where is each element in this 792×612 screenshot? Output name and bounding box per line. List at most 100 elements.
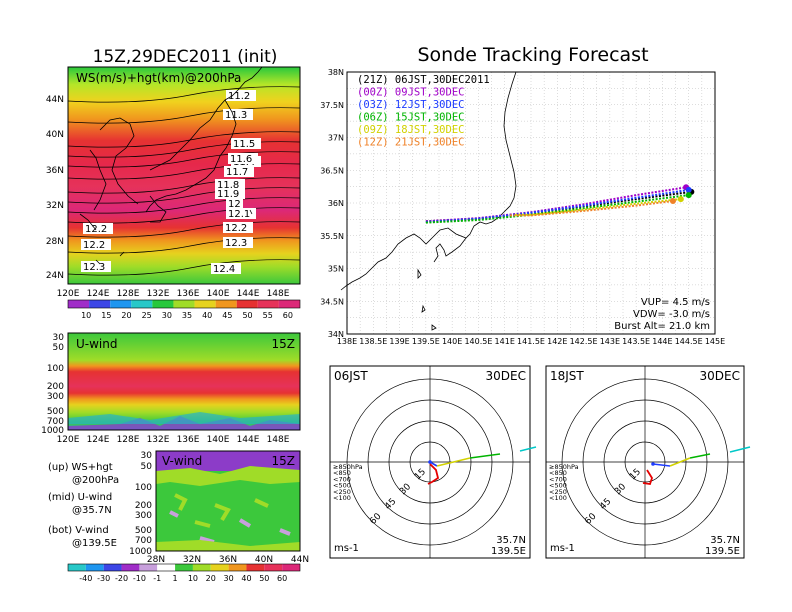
contour-label: 12.2: [223, 222, 253, 234]
pressure-tick: 300: [47, 392, 64, 402]
izu-islands: [417, 268, 437, 331]
lon-tick-label: 144E: [652, 337, 672, 346]
hodo-ring: [603, 420, 687, 504]
sonde-tracks: [425, 184, 695, 224]
panel-legend: (up) WS+hgt @200hPa (mid) U-wind @35.7N (b…: [48, 462, 119, 549]
legend-entry: (03Z) 12JST,30DEC: [357, 99, 464, 111]
contour-label: 12.2: [81, 239, 111, 251]
contour-label-text: 12: [228, 199, 241, 210]
hodo-time: 06JST: [334, 369, 368, 383]
boso-peninsula: [433, 237, 467, 263]
contour-label-text: 11.5: [233, 139, 255, 150]
legend-mid-line1: (mid) U-wind: [48, 492, 112, 503]
colorbar-tick: -1: [153, 574, 161, 583]
contour-line: [67, 177, 301, 194]
contour-label: 11.3: [223, 109, 253, 121]
lat-tick-label: 34N: [328, 330, 344, 339]
lon-tick-label: 148E: [267, 289, 290, 299]
contour-line: [67, 221, 301, 238]
colorbar-tick: -40: [79, 574, 92, 583]
legend-bot-line2: @139.5E: [72, 538, 117, 549]
init-title: 15Z,29DEC2011 (init): [93, 47, 278, 67]
v-wind-time: 15Z: [272, 454, 296, 468]
landing-point: [685, 192, 692, 199]
lon-tick-label: 138E: [337, 337, 357, 346]
contour-line: [67, 86, 301, 103]
hodo-legend-entry: <250: [333, 488, 351, 496]
landing-point: [677, 196, 684, 203]
hodo-time: 18JST: [550, 369, 584, 383]
v-wind-label: V-wind: [162, 454, 202, 468]
colorbar-tick: 45: [222, 311, 232, 320]
hodo-legend-entry: <100: [333, 494, 351, 502]
lat-tick-label: 40N: [255, 555, 273, 565]
legend-entry: (12Z) 21JST,30DEC: [357, 137, 464, 149]
height-contours: 11.211.311.411.511.611.711.811.91212.112…: [67, 86, 301, 276]
colorbar-swatch: [210, 564, 229, 571]
hodo-lon: 139.5E: [705, 546, 740, 557]
colorbar-swatch: [110, 300, 132, 308]
contour-label-text: 12.1: [228, 209, 250, 220]
legend-bot-line1: (bot) V-wind: [48, 525, 109, 536]
lat-tick-label: 44N: [46, 95, 64, 105]
lon-tick-label: 136E: [177, 435, 200, 445]
lon-tick-label: 144E: [237, 435, 260, 445]
lat-tick-label: 32N: [46, 201, 64, 211]
colorbar-tick: 20: [206, 574, 216, 583]
lat-tick-label: 35.5N: [320, 232, 344, 241]
ws-map-label: WS(m/s)+hgt(km)@200hPa: [76, 71, 241, 85]
track-line: [425, 194, 689, 224]
lon-tick-label: 128E: [117, 435, 140, 445]
hodo-unit: ms-1: [334, 543, 359, 554]
hodo-lon: 139.5E: [491, 546, 526, 557]
colorbar-swatch: [175, 564, 193, 571]
lat-tick-label: 36N: [328, 199, 344, 208]
legend-entry: (09Z) 18JST,30DEC: [357, 124, 464, 136]
hodo-legend-entry: <100: [549, 494, 567, 502]
colorbar-tick: 30: [162, 311, 172, 320]
colorbar-swatch: [264, 564, 283, 571]
pressure-tick: 500: [135, 526, 152, 536]
lon-tick-label: 143E: [600, 337, 620, 346]
hodo-lat: 35.7N: [710, 535, 740, 546]
lon-tick-label: 142E: [547, 337, 567, 346]
colorbar-tick: 40: [202, 311, 212, 320]
contour-label-text: 11.6: [230, 154, 252, 165]
pressure-tick: 30: [141, 451, 153, 461]
contour-label: 11.7: [224, 166, 254, 178]
forecast-map-frame: [346, 71, 716, 335]
contour-line: [67, 163, 301, 180]
hodo-legend-entry: <500: [333, 482, 351, 490]
colorbar-tick: 10: [81, 311, 91, 320]
lon-tick-label: 141E: [495, 337, 515, 346]
hodo-legend-entry: <700: [549, 475, 567, 483]
contour-label: 11.8: [215, 179, 245, 191]
contour-label: 11.5: [231, 138, 261, 150]
lon-tick-label: 124E: [87, 289, 110, 299]
u-wind-time: 15Z: [272, 337, 296, 351]
hodo-ring: [561, 378, 729, 546]
u-wind-label: U-wind: [76, 337, 117, 351]
lon-tick-label: 145E: [705, 337, 725, 346]
hodo-ring: [388, 420, 472, 504]
legend-up-line1: (up) WS+hgt: [48, 462, 113, 473]
lat-tick-label: 40N: [46, 130, 64, 140]
hodo-date: 30DEC: [700, 369, 740, 383]
contour-label-text: 12.2: [225, 223, 247, 234]
landing-point: [685, 186, 692, 193]
pressure-tick: 500: [47, 407, 64, 417]
colorbar-swatch: [236, 300, 258, 308]
track-line: [425, 188, 689, 223]
lat-tick-label: 36N: [46, 166, 64, 176]
wind-component-colorbar: -40 -30 -20 -10 -1 1 10 20 30 40 50 60: [67, 563, 301, 583]
contour-label-text: 12.2: [83, 240, 105, 251]
pressure-tick: 700: [47, 417, 64, 427]
contour-label-text: 11.3: [225, 110, 247, 121]
colorbar-tick: 35: [182, 311, 192, 320]
lon-tick-label: 140.5E: [464, 337, 492, 346]
hodo-unit: ms-1: [550, 543, 575, 554]
hodo-profile: [689, 453, 711, 459]
contour-label: 11.9: [215, 188, 245, 200]
hodo-origin: [651, 462, 655, 466]
